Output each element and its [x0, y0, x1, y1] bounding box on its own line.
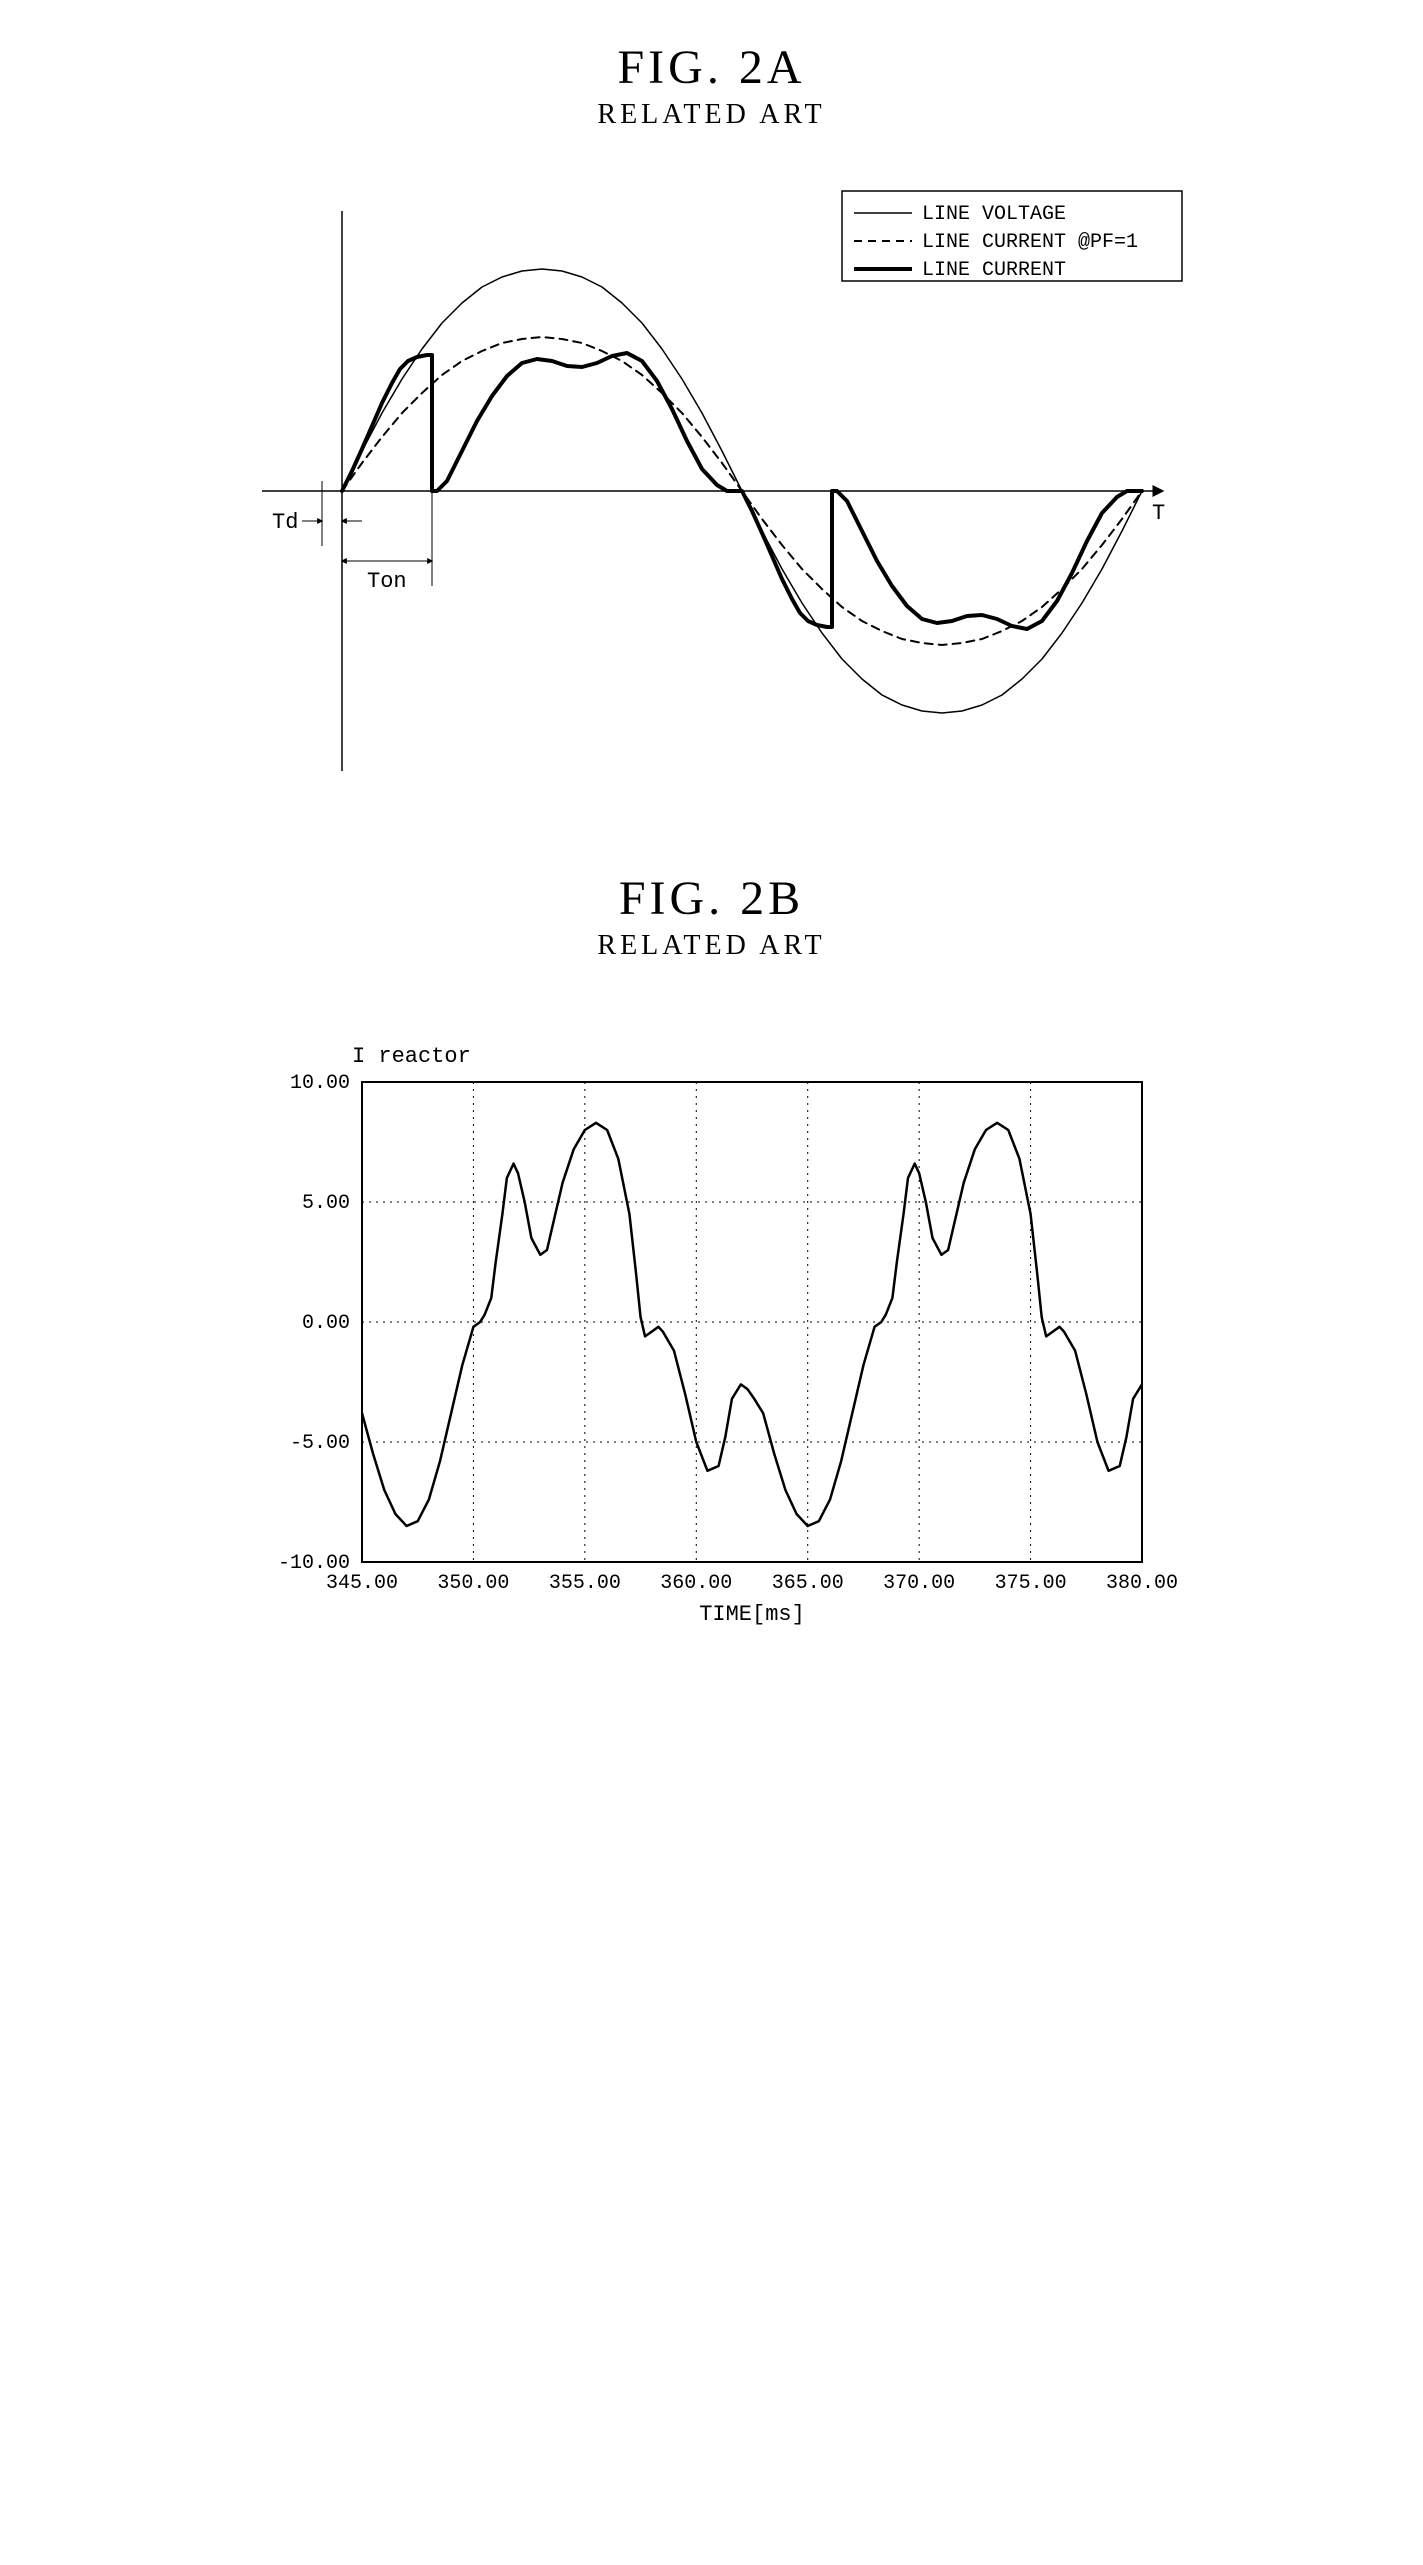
fig-title: FIG. 2B: [212, 871, 1212, 926]
fig-subtitle: RELATED ART: [212, 930, 1212, 962]
fig2a-chart: T Td Ton LINE VOLTAGE LINE CURRENT @PF=1 LINE…: [222, 171, 1202, 791]
ton-label: Ton: [367, 569, 407, 594]
xtick-label: 370.00: [883, 1572, 955, 1595]
ytick-label: 10.00: [289, 1072, 349, 1095]
figure-2a: FIG. 2A RELATED ART T Td Ton LINE VOLTAGE LI…: [212, 40, 1212, 791]
xtick-label: 350.00: [437, 1572, 509, 1595]
ytick-label: 5.00: [301, 1192, 349, 1215]
td-label: Td: [272, 510, 298, 535]
y-axis-label: I reactor: [352, 1044, 471, 1069]
fig-subtitle: RELATED ART: [212, 99, 1212, 131]
xtick-label: 345.00: [325, 1572, 397, 1595]
xtick-label: 355.00: [548, 1572, 620, 1595]
figure-2b: FIG. 2B RELATED ART I reactor 345.00 350.0…: [212, 871, 1212, 1682]
xtick-label: 365.00: [771, 1572, 843, 1595]
xtick-label: 375.00: [994, 1572, 1066, 1595]
xtick-label: 380.00: [1105, 1572, 1177, 1595]
legend-label: LINE VOLTAGE: [922, 203, 1066, 226]
ytick-label: -5.00: [289, 1432, 349, 1455]
series-ireactor: [362, 1123, 1142, 1526]
xtick-label: 360.00: [660, 1572, 732, 1595]
legend-label: LINE CURRENT: [922, 259, 1066, 282]
x-axis-label: TIME[ms]: [699, 1602, 805, 1627]
x-axis-label: T: [1152, 501, 1165, 526]
ytick-label: -10.00: [277, 1552, 349, 1575]
fig2b-chart: I reactor 345.00 350.00 355.00 360.00 365.00 3…: [222, 1002, 1202, 1682]
ytick-label: 0.00: [301, 1312, 349, 1335]
fig-title: FIG. 2A: [212, 40, 1212, 95]
legend-label: LINE CURRENT @PF=1: [922, 231, 1138, 254]
